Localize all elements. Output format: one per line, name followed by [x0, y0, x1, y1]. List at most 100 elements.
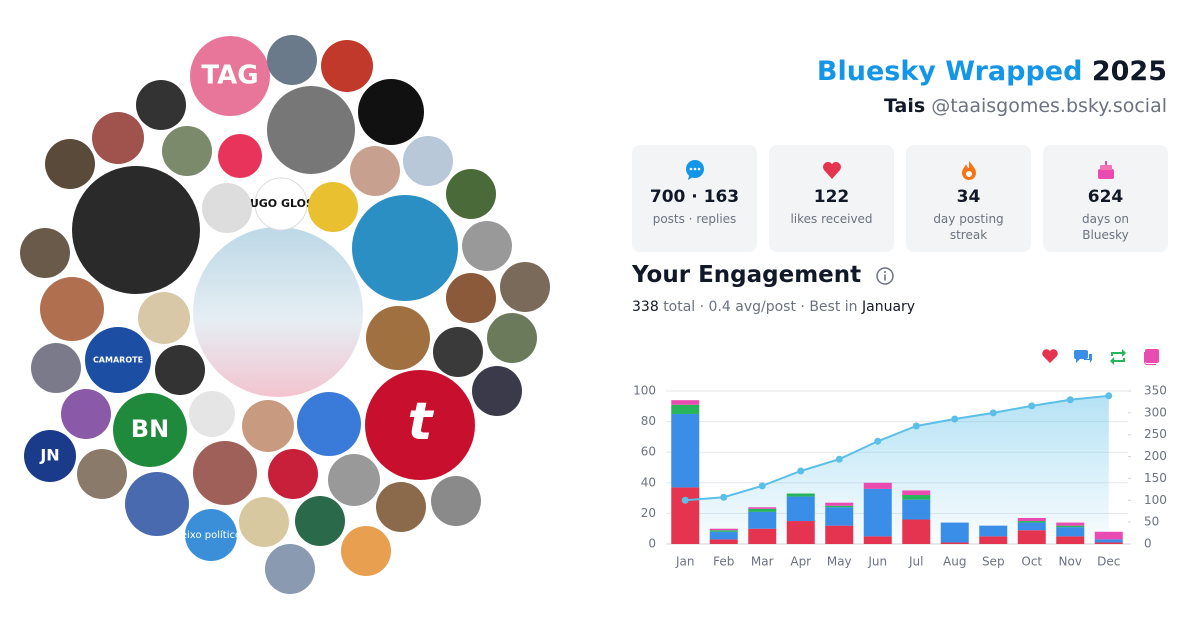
x-tick-label: Oct [1021, 555, 1042, 569]
avatar [487, 313, 537, 363]
stat-cards: 700 · 163 posts · replies 122 likes rece… [632, 145, 1168, 252]
summary-text: total · 0.4 avg/post · Best in [663, 299, 858, 315]
x-tick-label: Jan [675, 555, 695, 569]
title: Bluesky Wrapped 2025 [817, 56, 1167, 87]
y2-tick-label: 200 [1144, 449, 1167, 463]
avatar [350, 146, 400, 196]
avatar [193, 227, 363, 397]
y2-tick-label: 300 [1144, 405, 1167, 419]
avatar [242, 400, 294, 452]
line-point [1028, 402, 1036, 410]
x-tick-label: Dec [1097, 555, 1120, 569]
bar-segment [825, 505, 854, 508]
bar-segment [786, 493, 815, 497]
stat-label: likes received [790, 212, 873, 226]
legend-icon[interactable] [1144, 349, 1159, 365]
stat-value: 624 [1087, 187, 1124, 207]
y2-tick-label: 100 [1144, 493, 1167, 507]
avatar-label: HUGO GLOSS [241, 197, 322, 210]
avatar [472, 366, 522, 416]
bar-segment [902, 499, 931, 520]
line-area [685, 395, 1109, 544]
bar-segment [748, 528, 777, 544]
y-tick-label: 80 [641, 414, 656, 428]
line-point [835, 455, 843, 463]
bar-segment [709, 530, 738, 532]
avatar [433, 327, 483, 377]
stat-card: 624 days on Bluesky [1043, 145, 1168, 252]
avatar [92, 112, 144, 164]
icon [1097, 161, 1114, 179]
stat-card: 700 · 163 posts · replies [632, 145, 757, 252]
bar-segment [902, 519, 931, 544]
stat-value: 34 [956, 187, 981, 207]
avatar [446, 169, 496, 219]
stat-label: days on Bluesky [1081, 212, 1130, 242]
legend-icon[interactable] [1110, 349, 1126, 365]
avatar [500, 262, 550, 312]
avatar [20, 228, 70, 278]
bar-segment [1017, 522, 1046, 531]
y-tick-label: 0 [648, 537, 656, 551]
avatar [24, 430, 76, 482]
avatar-label: BN [131, 415, 169, 443]
year: 2025 [1091, 56, 1167, 87]
line-point [1105, 392, 1113, 400]
avatar [254, 177, 308, 231]
bar-segment [709, 539, 738, 544]
legend-icon[interactable] [1074, 350, 1092, 363]
legend-icon[interactable] [1042, 349, 1058, 363]
bar-segment [786, 496, 815, 522]
avatar [446, 273, 496, 323]
bar-segment [863, 482, 892, 489]
x-tick-label: May [827, 555, 852, 569]
avatar [265, 544, 315, 594]
x-tick-label: Feb [713, 555, 734, 569]
bar-segment [671, 400, 700, 405]
x-tick-label: Apr [790, 555, 811, 569]
avatar [328, 454, 380, 506]
line-point [874, 437, 882, 445]
bar-segment [1094, 542, 1123, 544]
display-name: Tais [884, 95, 926, 117]
bar-segment [825, 502, 854, 506]
bar-segment [1056, 522, 1085, 526]
title-text: Bluesky Wrapped [816, 56, 1083, 87]
bar-segment [1017, 521, 1046, 523]
cumulative-line [685, 394, 1109, 502]
avatar [31, 343, 81, 393]
avatar [308, 182, 358, 232]
bar-segment [748, 507, 777, 509]
stat-card: 122 likes received [769, 145, 894, 252]
stat-value: 700 · 163 [649, 187, 740, 207]
avatar [162, 126, 212, 176]
avatar [193, 441, 257, 505]
y2-tick-label: 50 [1144, 515, 1159, 529]
line-point [758, 482, 766, 490]
avatar-cluster: t TAG BN CAMAROTE JN eixo político HUGO GLOSS [20, 35, 550, 594]
avatar [45, 139, 95, 189]
x-tick-label: Nov [1059, 555, 1082, 569]
y-tick-label: 100 [633, 384, 656, 398]
bar-segment [902, 490, 931, 496]
line-point [1066, 396, 1074, 404]
avatar [185, 509, 237, 561]
avatar [341, 526, 391, 576]
line-point [989, 409, 997, 417]
y-tick-label: 60 [641, 445, 656, 459]
line-point [681, 496, 689, 504]
avatar [155, 345, 205, 395]
stat-label: day posting streak [933, 212, 1004, 242]
icon [685, 160, 704, 180]
avatar [136, 80, 186, 130]
bar-segment [1056, 527, 1085, 537]
bar-segment [671, 413, 700, 488]
bar-segment [1094, 531, 1123, 540]
info-icon[interactable] [875, 266, 895, 286]
avatar [352, 195, 458, 301]
bar-segment [863, 488, 892, 537]
bar-segment [825, 525, 854, 544]
avatar [366, 306, 430, 370]
y2-tick-label: 350 [1144, 384, 1167, 398]
